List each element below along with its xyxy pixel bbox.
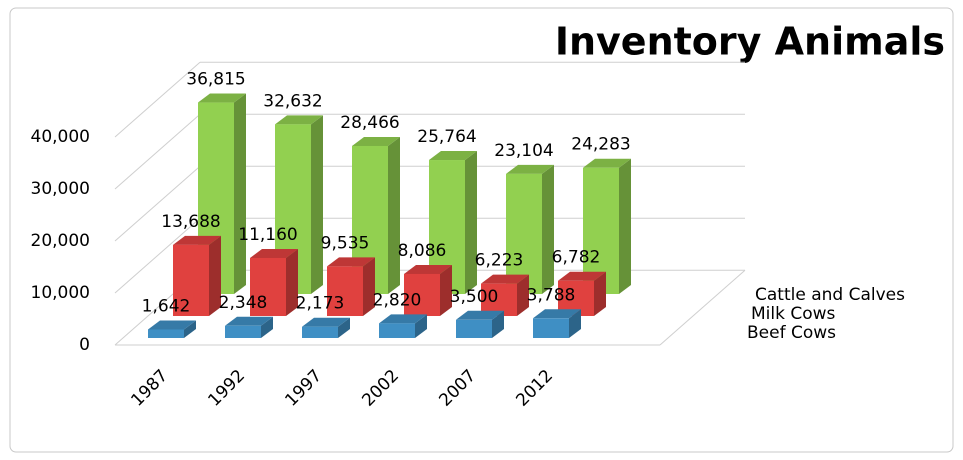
bar-top [506,164,554,174]
data-label: 2,173 [296,294,345,314]
bar-top [481,274,529,284]
y-tick-label: 30,000 [31,179,90,199]
bar-side [184,320,196,338]
bar-side [388,136,400,294]
bar-side [594,271,606,316]
bar [302,326,338,338]
data-label: 32,632 [263,91,322,111]
data-label: 9,535 [321,233,370,253]
bar-top [352,136,400,146]
y-tick-label: 10,000 [31,283,90,303]
bar [327,266,363,316]
data-label: 3,788 [527,285,576,305]
bar-top [429,151,477,161]
bar-top [456,310,504,320]
data-label: 25,764 [417,127,476,147]
series-label: Milk Cows [751,304,836,324]
bar-top [533,309,581,319]
data-label: 23,104 [494,141,553,161]
chart-title: Inventory Animals [555,20,945,64]
bar-top [583,158,631,168]
bar-side [338,317,350,338]
bar-top [173,235,221,245]
bar-side [517,274,529,316]
data-label: 2,348 [219,293,268,313]
grid-line [114,61,201,138]
series-label: Beef Cows [747,323,836,343]
bar-side [363,257,375,316]
bar-top [404,264,452,274]
data-label: 24,283 [571,135,630,155]
bar-side [465,151,477,294]
bar [456,319,492,338]
bar [250,257,286,316]
y-tick-label: 0 [79,335,90,355]
bar-top [198,93,246,103]
grid-line [114,165,201,242]
y-tick-label: 40,000 [31,127,90,147]
bar-side [440,264,452,316]
data-label: 3,500 [450,287,499,307]
bar [533,318,569,338]
grid-line [114,113,201,190]
data-label: 13,688 [161,212,220,232]
bar [481,283,517,316]
bar [404,273,440,316]
bar [173,244,209,316]
bar-side [492,310,504,338]
data-label: 6,782 [552,248,601,268]
y-tick-label: 20,000 [31,231,90,251]
bar-side [542,164,554,294]
bar-side [311,115,323,294]
bar-top [275,115,323,125]
bar-top [302,317,350,327]
bar [506,173,542,294]
data-label: 28,466 [340,113,399,133]
data-label: 8,086 [398,241,447,261]
bar-top [327,257,375,267]
bar-top [250,248,298,258]
data-label: 1,642 [142,296,191,316]
data-label: 36,815 [186,70,245,90]
bar-side [415,314,427,338]
bar [148,329,184,338]
data-label: 6,223 [475,251,524,271]
bar-side [261,316,273,338]
bar-side [286,248,298,316]
bar [225,325,261,338]
data-label: 2,820 [373,290,422,310]
bar-side [619,158,631,294]
bar-top [558,271,606,281]
bar-side [209,235,221,316]
bar-top [148,320,196,330]
bar-top [225,316,273,326]
grid-line [114,217,201,294]
bar-top [379,314,427,324]
floor-edge [659,269,746,346]
series-label: Cattle and Calves [755,285,905,305]
data-label: 11,160 [238,225,297,245]
bar-side [569,309,581,338]
bar [379,323,415,338]
bar-side [234,93,246,294]
